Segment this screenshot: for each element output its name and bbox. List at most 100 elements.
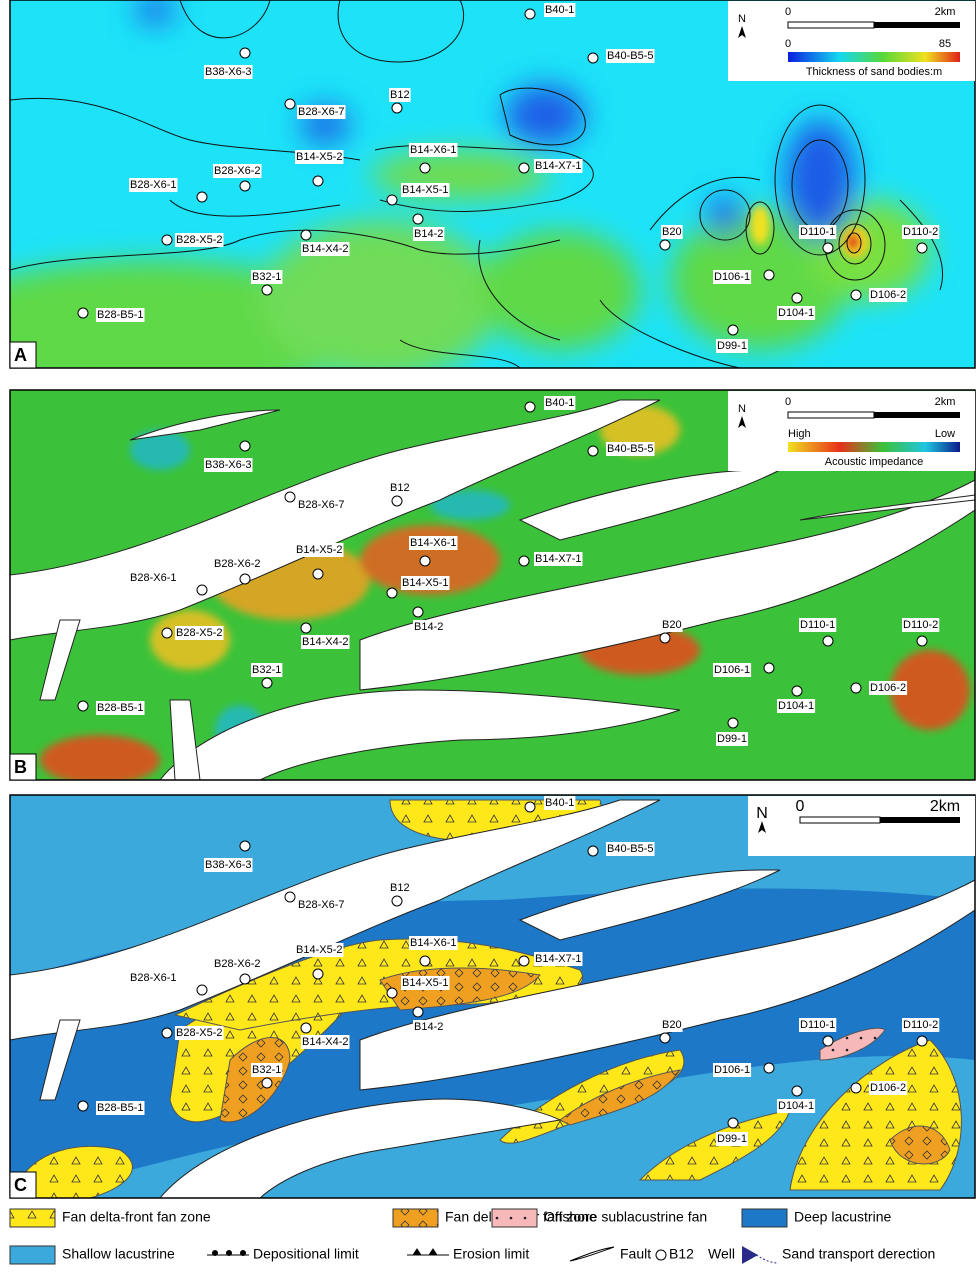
- well-marker: [386, 987, 398, 999]
- well-marker: [763, 269, 775, 281]
- label-bg: [389, 881, 411, 895]
- well-label: B14-X6-1: [410, 144, 456, 156]
- well-marker: [916, 635, 928, 647]
- legend-label: Deep lacustrine: [794, 1209, 891, 1225]
- well-label: B40-1: [545, 4, 574, 16]
- label-bg: [902, 1018, 940, 1032]
- label-bg: [297, 498, 346, 512]
- well-marker: [284, 491, 296, 503]
- well-label: D106-1: [714, 271, 750, 283]
- well-label: B32-1: [252, 1064, 281, 1076]
- well-label: D110-1: [800, 619, 835, 631]
- scale-end: 2km: [935, 396, 956, 408]
- label-bg: [544, 396, 576, 410]
- legend-swatch: [491, 1208, 538, 1228]
- well-label: B40-1: [545, 797, 574, 809]
- well-marker: [419, 555, 431, 567]
- well-label: B38-X6-3: [205, 66, 251, 78]
- well-label: D110-2: [903, 619, 938, 631]
- well-marker: [239, 973, 251, 985]
- legend-box: [728, 391, 975, 471]
- well-marker: [850, 682, 862, 694]
- legend-swatch: [9, 1245, 56, 1265]
- label-bg: [606, 442, 655, 456]
- label-bg: [799, 225, 837, 239]
- well-marker: [412, 1006, 424, 1018]
- well-marker: [419, 955, 431, 967]
- scale-end: 2km: [935, 6, 956, 18]
- well-label: B20: [662, 619, 682, 631]
- colorbar-title: Thickness of sand bodies:m: [806, 66, 942, 78]
- label-bg: [799, 1018, 837, 1032]
- well-marker: [386, 587, 398, 599]
- label-bg: [301, 635, 350, 649]
- well-marker: [916, 242, 928, 254]
- label-bg: [295, 150, 344, 164]
- well-marker: [300, 1022, 312, 1034]
- label-bg: [297, 898, 346, 912]
- legend-icon: [240, 1250, 246, 1256]
- label-bg: [713, 270, 752, 284]
- panel-letter: B: [14, 757, 27, 777]
- legend-icon: [212, 1250, 218, 1256]
- well-label: B14-X5-2: [296, 544, 342, 556]
- well-marker: [196, 584, 208, 596]
- label-bg: [204, 65, 253, 79]
- letter-box: [9, 753, 37, 781]
- colorbar-title: Acoustic impedance: [825, 456, 923, 468]
- label-bg: [204, 858, 253, 872]
- well-label: B28-X6-2: [214, 558, 260, 570]
- colorbar-max: 85: [939, 38, 951, 50]
- well-label: B20: [662, 1019, 682, 1031]
- label-bg: [661, 618, 683, 632]
- panel-letter: C: [14, 1175, 27, 1195]
- label-bg: [413, 620, 445, 634]
- north-arrow: [738, 416, 746, 428]
- well-marker: [161, 1027, 173, 1039]
- label-bg: [534, 159, 583, 173]
- well-marker: [412, 213, 424, 225]
- label-bg: [129, 971, 178, 985]
- well-marker: [239, 180, 251, 192]
- label-bg: [297, 105, 346, 119]
- well-marker: [524, 401, 536, 413]
- well-label: D110-2: [903, 226, 938, 238]
- legend-label: Erosion limit: [453, 1246, 529, 1262]
- well-label: B14-X4-2: [302, 636, 348, 648]
- well-label: B14-2: [414, 621, 443, 633]
- colorbar: [788, 52, 960, 62]
- north-arrow: [738, 26, 746, 38]
- well-marker: [791, 292, 803, 304]
- well-marker: [419, 162, 431, 174]
- label-bg: [777, 306, 816, 320]
- legend-icon: [569, 1246, 615, 1262]
- well-marker: [659, 1032, 671, 1044]
- well-marker: [239, 440, 251, 452]
- well-label: B28-B5-1: [97, 309, 143, 321]
- well-label: D110-1: [800, 1019, 835, 1031]
- letter-box: [9, 1171, 37, 1199]
- label-bg: [213, 957, 262, 971]
- well-label: D106-1: [714, 664, 750, 676]
- label-bg: [175, 1026, 224, 1040]
- label-bg: [606, 842, 655, 856]
- well-marker: [659, 239, 671, 251]
- well-marker: [77, 700, 89, 712]
- well-marker: [161, 234, 173, 246]
- well-label: D110-2: [903, 1019, 938, 1031]
- well-label: B40-B5-5: [607, 50, 653, 62]
- well-label: B28-X6-2: [214, 165, 260, 177]
- label-bg: [413, 1020, 445, 1034]
- well-label: B28-X6-1: [130, 572, 176, 584]
- well-label: B12: [390, 882, 410, 894]
- well-marker: [727, 717, 739, 729]
- well-label: B28-B5-1: [97, 1102, 143, 1114]
- label-bg: [401, 576, 450, 590]
- well-label: B40-1: [545, 397, 574, 409]
- well-label: B14-X4-2: [302, 243, 348, 255]
- scale-end: 2km: [930, 798, 960, 815]
- well-marker: [916, 1035, 928, 1047]
- label-bg: [799, 618, 837, 632]
- well-marker: [850, 1082, 862, 1094]
